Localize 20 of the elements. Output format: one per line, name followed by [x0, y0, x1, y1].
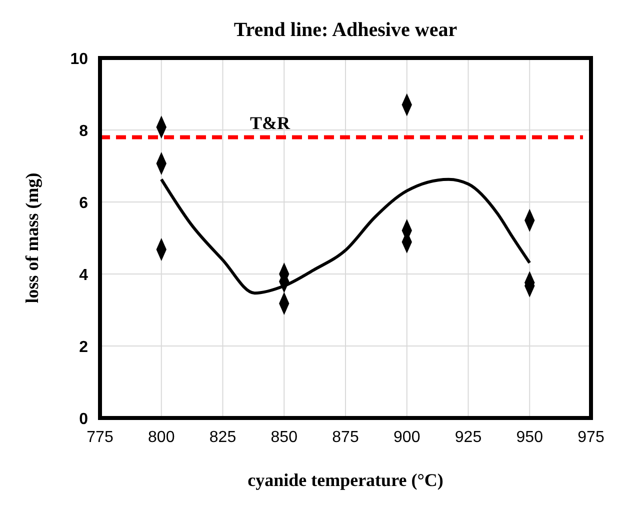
chart-title: Trend line: Adhesive wear [234, 19, 458, 41]
y-tick-label: 0 [79, 411, 88, 428]
y-tick-label: 6 [79, 195, 88, 212]
y-tick-label: 2 [79, 339, 88, 356]
y-tick-label: 10 [70, 51, 88, 68]
x-tick-label: 975 [578, 429, 604, 446]
x-tick-label: 900 [394, 429, 420, 446]
x-tick-label: 950 [516, 429, 544, 446]
x-tick-label: 875 [332, 429, 359, 446]
x-tick-label: 925 [454, 429, 482, 446]
y-tick-label: 8 [79, 123, 88, 140]
x-tick-label: 850 [270, 429, 298, 446]
ref-line-label: T&R [250, 113, 291, 134]
x-tick-label: 800 [148, 429, 175, 446]
x-tick-label: 775 [86, 429, 114, 446]
line-series [160, 178, 532, 295]
x-tick-label: 825 [209, 429, 236, 446]
y-axis-title: loss of mass (mg) [22, 172, 42, 304]
x-axis-title: cyanide temperature (°C) [248, 470, 444, 490]
y-tick-label: 4 [79, 267, 88, 284]
